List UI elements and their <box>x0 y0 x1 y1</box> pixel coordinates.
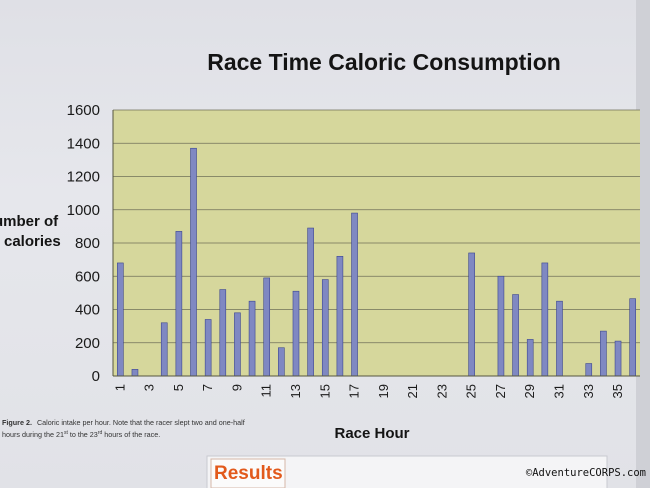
bar-hour-25 <box>468 252 475 377</box>
bar-hour-16 <box>336 255 344 377</box>
bar-hour-6 <box>190 147 197 377</box>
y-tick-label: 600 <box>75 268 100 285</box>
y-tick-label: 1600 <box>67 102 100 119</box>
bar-hour-17 <box>351 212 358 377</box>
bar-hour-1 <box>117 262 124 377</box>
bar-hour-30 <box>541 262 549 377</box>
x-tick-label: 11 <box>259 384 274 398</box>
x-tick-label: 19 <box>376 384 391 398</box>
caption-text-1: Caloric intake per hour. Note that the r… <box>37 418 245 427</box>
x-tick-label: 9 <box>229 384 244 391</box>
bar-hour-35 <box>614 340 622 377</box>
bar-hour-4 <box>160 322 168 377</box>
bar-hour-10 <box>248 300 256 377</box>
x-tick-label: 25 <box>464 384 479 398</box>
chart-title: Race Time Caloric Consumption <box>207 49 561 75</box>
x-tick-label: 7 <box>200 384 215 391</box>
x-tick-label: 5 <box>171 384 186 391</box>
x-tick-label: 15 <box>317 384 332 398</box>
y-tick-label: 800 <box>75 235 100 252</box>
bar-hour-29 <box>526 339 534 377</box>
y-tick-label: 1000 <box>67 202 100 219</box>
figure-caption-line-1: Figure 2. Caloric intake per hour. Note … <box>2 418 245 427</box>
results-label-box <box>210 458 286 488</box>
x-axis-label: Race Hour <box>334 425 409 442</box>
bar-hour-15 <box>321 279 329 377</box>
x-tick-label: 17 <box>347 384 362 398</box>
bar-hour-12 <box>278 347 285 377</box>
y-axis-label-line-2: calories <box>4 233 61 250</box>
bar-hour-31 <box>556 300 563 377</box>
bar-hour-13 <box>292 290 300 377</box>
y-tick-labels: 0 200 400 600 800 1000 1200 1400 1600 <box>67 102 100 385</box>
watermark: ©AdventureCORPS.com <box>526 467 646 479</box>
results-box: Results <box>206 455 608 488</box>
bar-hour-11 <box>263 277 271 377</box>
bar-hour-36 <box>629 298 636 377</box>
x-tick-label: 29 <box>522 384 537 398</box>
bar-hour-7 <box>204 319 212 377</box>
y-tick-label: 1400 <box>67 135 100 152</box>
caption-sup-2: rd <box>98 430 103 436</box>
caption-text-2c: hours of the race. <box>102 430 160 439</box>
x-tick-labels: 1 3 5 7 9 11 13 15 17 19 21 23 25 27 29 31 33 35 <box>112 384 625 398</box>
x-tick-label: 31 <box>551 384 566 398</box>
bar-hour-27 <box>497 275 505 377</box>
x-tick-label: 33 <box>581 384 596 398</box>
y-tick-label: 1200 <box>67 169 100 186</box>
figure-caption-line-2: hours during the 21st to the 23rd hours … <box>2 430 160 439</box>
x-tick-label: 21 <box>405 384 420 398</box>
x-tick-label: 27 <box>493 384 508 398</box>
caption-text-2a: hours during the 21 <box>2 430 64 439</box>
y-tick-label: 0 <box>92 368 100 385</box>
x-tick-label: 35 <box>610 384 625 398</box>
y-axis-label-line-1: umber of <box>0 213 59 230</box>
bar-hour-2 <box>131 369 139 377</box>
bar-series <box>117 147 636 377</box>
bar-hour-9 <box>234 312 241 377</box>
caption-sup-1: st <box>64 430 69 436</box>
bar-hour-14 <box>307 227 314 377</box>
y-tick-label: 200 <box>75 335 100 352</box>
x-tick-label: 23 <box>434 384 449 398</box>
results-heading: Results <box>214 463 283 484</box>
bar-hour-8 <box>219 289 227 377</box>
x-tick-label: 13 <box>288 384 303 398</box>
caption-figure-label: Figure 2. <box>2 418 32 427</box>
x-tick-label: 1 <box>112 384 127 391</box>
gridlines <box>113 109 640 344</box>
y-tick-label: 400 <box>75 302 100 319</box>
bar-hour-33 <box>585 363 593 377</box>
bar-hour-5 <box>175 231 183 377</box>
bar-hour-28 <box>512 294 519 377</box>
x-tick-label: 3 <box>142 384 157 391</box>
bar-hour-34 <box>600 330 607 377</box>
caption-text-2b: to the 23 <box>68 430 98 439</box>
